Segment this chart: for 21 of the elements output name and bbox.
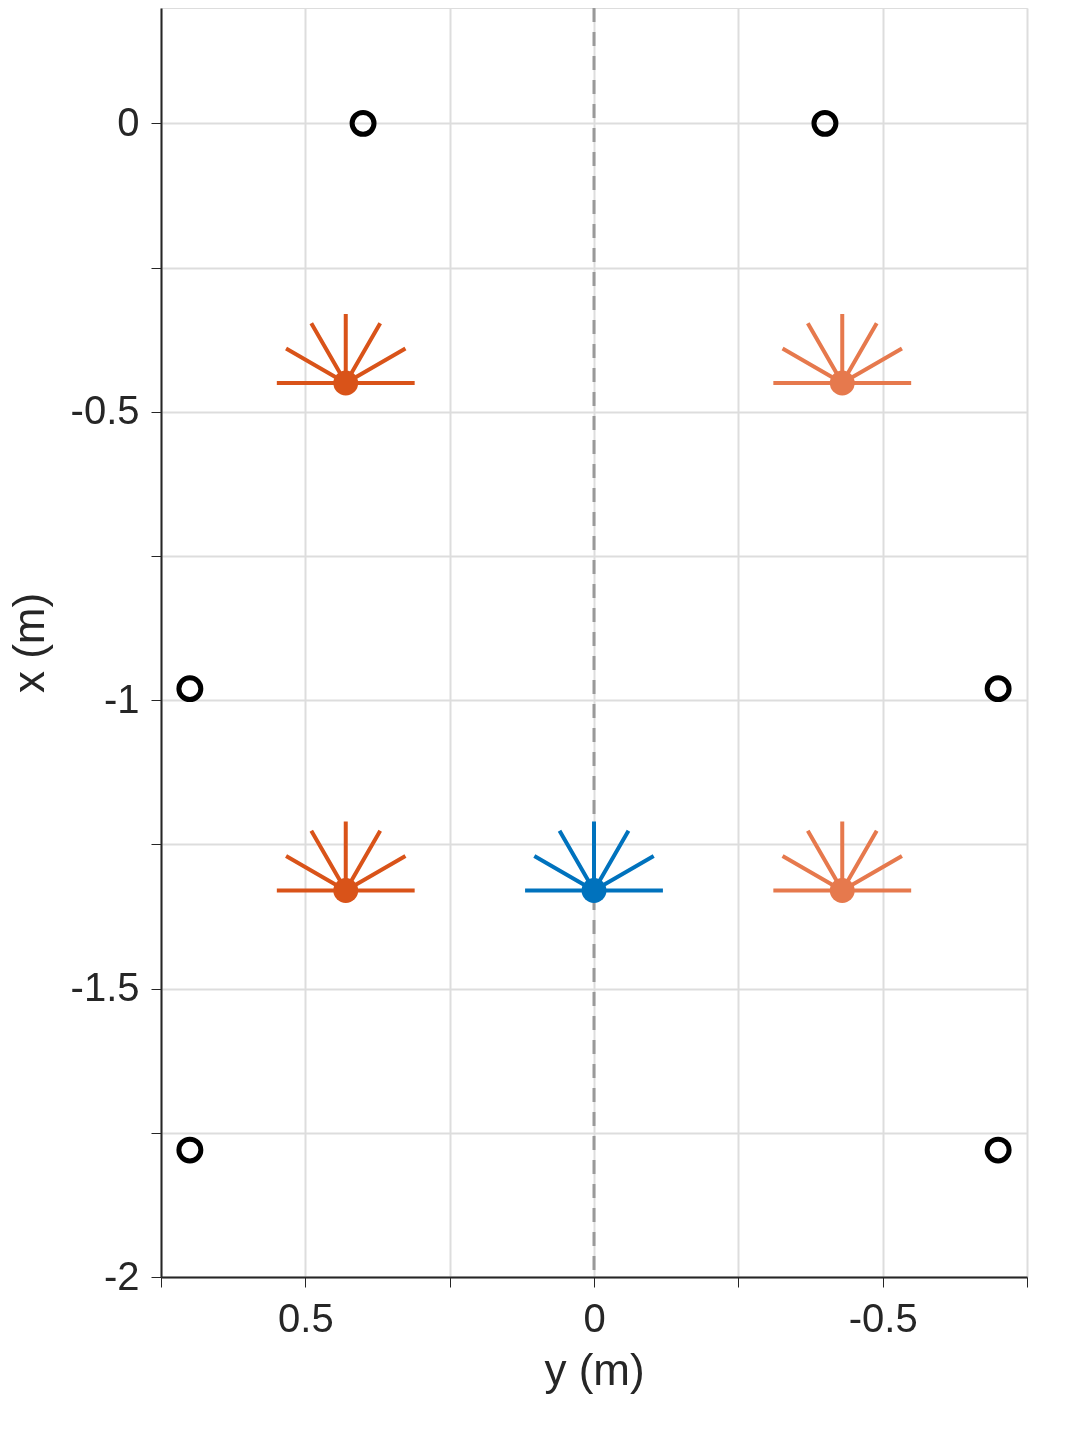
- point: [829, 878, 855, 903]
- x-tick-label: 0: [583, 1295, 606, 1340]
- point: [581, 878, 607, 903]
- point: [349, 109, 377, 137]
- point: [984, 675, 1012, 703]
- y-tick-label: 0: [117, 99, 140, 144]
- point: [829, 370, 855, 396]
- y-tick-label: -0.5: [70, 388, 140, 433]
- x-axis-title: y (m): [544, 1344, 645, 1394]
- x-tick-label: -0.5: [848, 1295, 918, 1340]
- point: [984, 1136, 1012, 1164]
- point: [176, 675, 204, 703]
- point: [176, 1136, 204, 1164]
- y-tick-label: -1: [103, 676, 140, 721]
- y-tick-label: -1.5: [70, 965, 140, 1010]
- point: [811, 109, 839, 137]
- point: [333, 370, 359, 396]
- y-tick-label: -2: [103, 1253, 140, 1298]
- point: [333, 878, 359, 903]
- y-axis-title: x (m): [3, 592, 53, 694]
- x-tick-label: 0.5: [278, 1295, 334, 1340]
